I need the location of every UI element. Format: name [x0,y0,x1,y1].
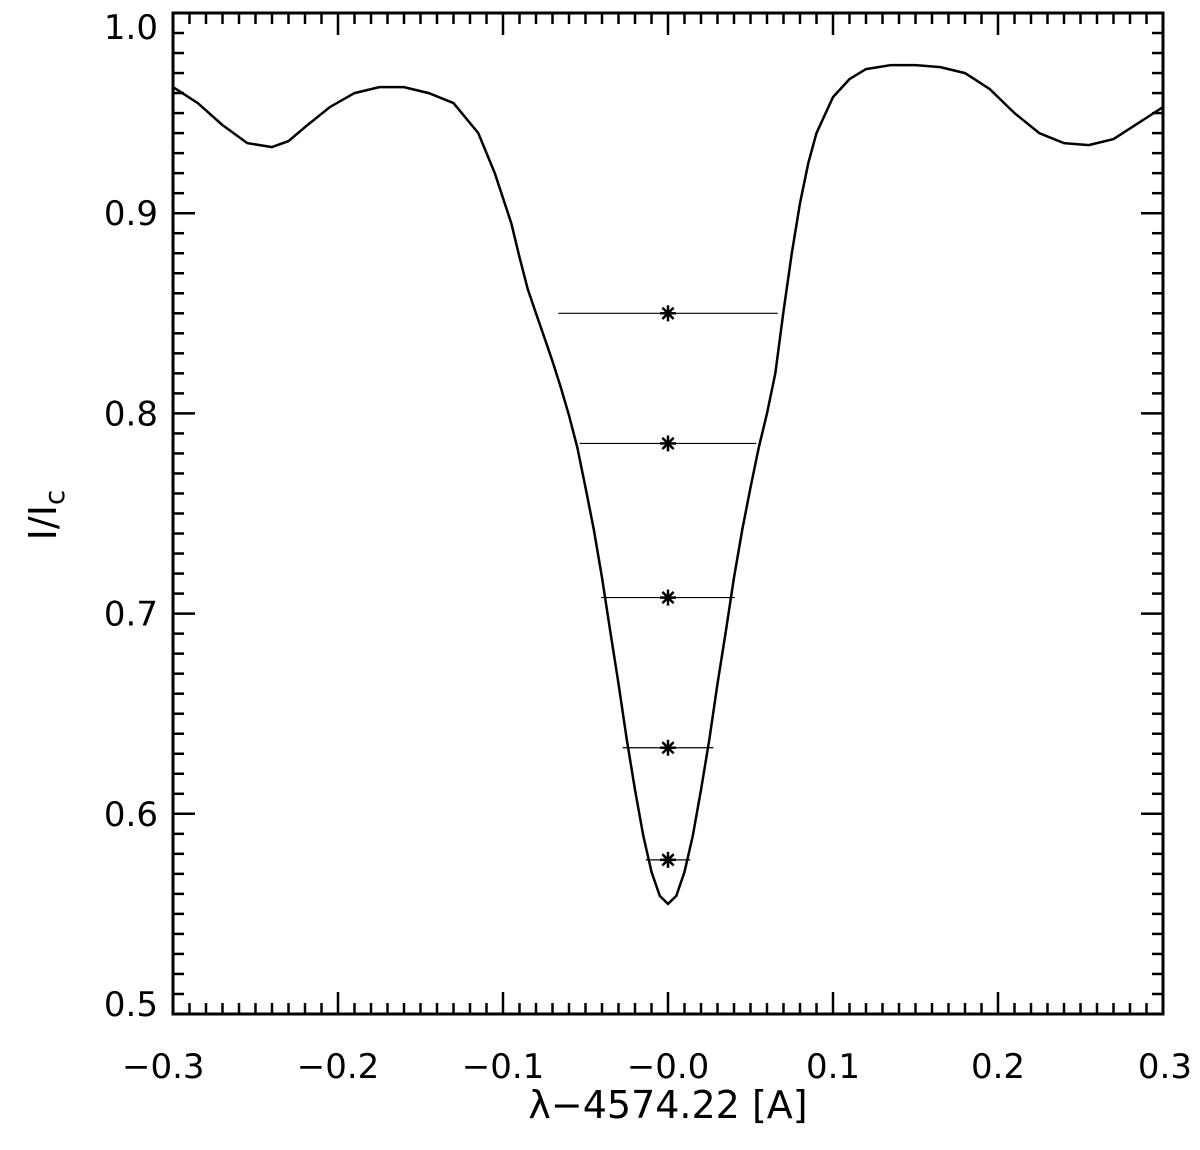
x-tick-label: −0.2 [297,1047,380,1087]
y-tick-label: 0.5 [104,985,158,1025]
x-tick-label: −0.3 [122,1047,205,1087]
y-tick-labels: 0.5 0.6 0.7 0.8 0.9 1.0 [104,8,158,1025]
x-tick-label: −0.0 [627,1047,710,1087]
x-tick-label: 0.3 [1138,1047,1192,1087]
x-tick-label: 0.2 [971,1047,1025,1087]
y-axis-label-subscript: c [38,490,71,505]
bisector-points-layer [660,305,676,868]
y-tick-label: 0.8 [104,394,158,434]
x-axis-label: λ−4574.22 [A] [528,1083,807,1127]
bisector-layer [558,312,778,861]
x-tick-label: −0.1 [462,1047,545,1087]
x-tick-labels: −0.3 −0.2 −0.1 −0.0 0.1 0.2 0.3 [122,1047,1192,1087]
bisector-point [660,435,676,452]
bisector-point [660,739,676,756]
y-tick-label: 0.7 [104,595,158,635]
y-axis-label-main: I/I [21,505,65,540]
y-tick-label: 1.0 [104,8,158,48]
y-tick-label: 0.6 [104,795,158,835]
series-layer [172,63,1164,906]
x-tick-label: 0.1 [806,1047,860,1087]
plot-frame [171,11,1165,1016]
y-tick-label: 0.9 [104,194,158,234]
line-profile-series [172,63,1164,906]
bisector-point [660,589,676,606]
bisector-point [660,851,676,868]
bisector-point [660,305,676,322]
y-axis-label: I/Ic [21,490,71,541]
